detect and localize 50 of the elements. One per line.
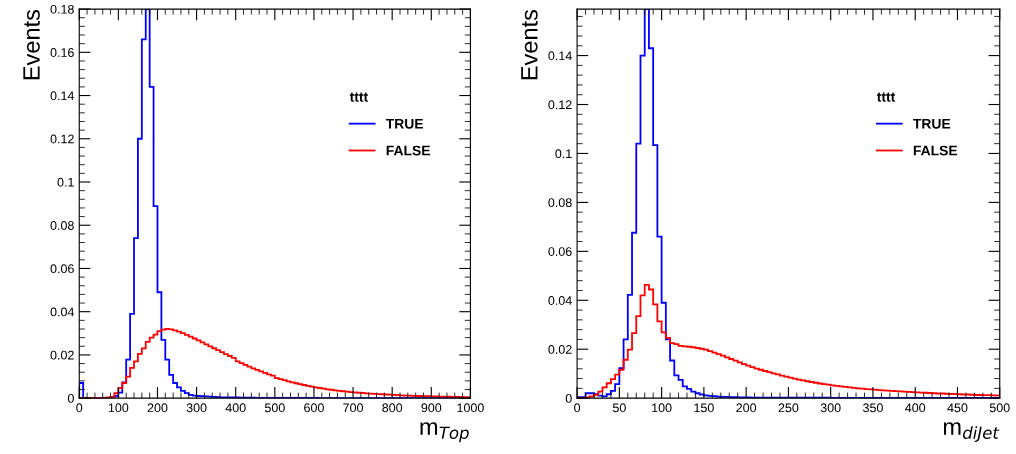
x-tick-label: 1000 [457,403,484,413]
y-axis-title: Events [23,9,40,80]
y-tick-label: 0 [565,393,572,403]
x-tick-label: 150 [694,403,714,413]
x-tick-label: 300 [186,403,207,413]
x-tick-label: 600 [304,403,324,413]
x-tick-label: 0 [574,403,581,413]
x-axis-title: m$_{diJet}$ [943,422,1000,443]
y-tick-label: 0 [67,393,74,403]
y-tick-label: 0.08 [50,221,74,230]
x-tick-label: 50 [612,403,626,413]
x-tick-label: 200 [736,403,757,413]
x-axis-title: m$_{Top}$ [420,422,469,443]
y-tick-label: 0.16 [50,48,74,57]
y-tick-label: 0.12 [548,100,572,110]
legend-label: TRUE [385,118,424,129]
x-tick-label: 250 [778,403,799,413]
legend-label: FALSE [386,145,430,156]
y-tick-label: 0.08 [548,198,572,208]
x-tick-label: 350 [863,403,883,413]
x-tick-label: 500 [989,403,1010,413]
x-tick-label: 100 [108,403,129,413]
y-tick-label: 0.14 [548,51,572,61]
y-tick-label: 0.02 [548,345,572,354]
x-tick-label: 400 [905,403,926,413]
x-tick-label: 700 [343,403,363,413]
y-tick-label: 0.1 [555,149,572,159]
y-tick-label: 0.14 [50,91,75,101]
x-tick-label: 500 [264,403,285,413]
y-tick-label: 0.04 [548,296,572,305]
legend-label: TRUE [913,118,951,129]
legend-title: tttt [876,92,896,102]
x-tick-label: 400 [225,403,246,413]
x-tick-label: 100 [652,403,672,413]
x-tick-label: 200 [147,403,168,413]
x-tick-label: 300 [820,403,841,413]
legend-label: FALSE [913,145,958,156]
y-tick-label: 0.06 [50,264,74,274]
x-tick-label: 0 [76,403,83,413]
y-tick-label: 0.1 [57,177,74,187]
y-tick-label: 0.06 [548,247,572,256]
y-tick-label: 0.18 [50,4,74,14]
y-tick-label: 0.02 [50,350,74,360]
x-tick-label: 450 [947,403,968,413]
legend-title: tttt [349,92,368,102]
x-tick-label: 900 [421,403,442,413]
y-tick-label: 0.04 [50,307,75,317]
y-tick-label: 0.12 [50,134,74,144]
x-tick-label: 800 [382,403,403,413]
y-axis-title: Events [521,9,538,80]
